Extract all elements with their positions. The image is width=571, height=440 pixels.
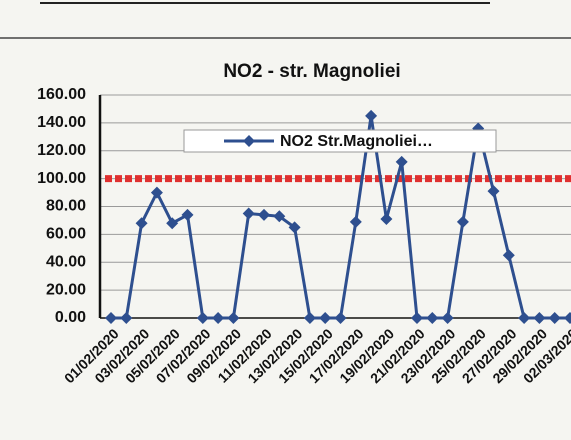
y-tick-label: 80.00 xyxy=(46,198,86,215)
y-tick-label: 40.00 xyxy=(46,253,86,270)
data-point xyxy=(502,249,515,262)
data-point xyxy=(258,208,270,221)
y-tick-label: 100.00 xyxy=(37,170,86,187)
data-point xyxy=(411,312,423,324)
data-point xyxy=(288,221,301,234)
data-point xyxy=(105,312,117,324)
data-point xyxy=(212,312,225,324)
data-point xyxy=(456,215,469,228)
data-point xyxy=(533,312,546,324)
data-point xyxy=(242,207,255,220)
data-point xyxy=(135,217,148,230)
data-point xyxy=(518,312,531,324)
data-point xyxy=(441,312,454,324)
chart-title: NO2 - str. Magnoliei xyxy=(223,61,400,82)
data-point xyxy=(166,217,179,230)
y-tick-label: 160.00 xyxy=(37,86,86,103)
data-point xyxy=(349,215,362,228)
data-point xyxy=(564,312,571,324)
data-point xyxy=(196,312,209,324)
data-point xyxy=(150,186,163,199)
data-point xyxy=(426,312,439,324)
y-tick-label: 0.00 xyxy=(55,309,86,326)
data-point xyxy=(319,312,332,324)
legend-label: NO2 Str.Magnoliei… xyxy=(280,133,433,150)
data-point xyxy=(334,312,347,324)
data-point xyxy=(365,109,378,122)
data-point xyxy=(548,312,561,324)
data-point xyxy=(120,312,133,324)
data-point xyxy=(181,208,194,221)
legend-box xyxy=(183,129,497,153)
data-point xyxy=(395,155,408,168)
y-tick-label: 20.00 xyxy=(46,281,86,298)
data-point xyxy=(487,185,500,198)
y-tick-label: 120.00 xyxy=(37,142,86,159)
y-tick-label: 140.00 xyxy=(37,114,86,131)
data-point xyxy=(303,312,316,324)
data-point xyxy=(273,210,286,223)
data-point xyxy=(380,213,393,226)
legend-marker xyxy=(243,135,255,147)
data-point xyxy=(227,312,240,324)
y-tick-label: 60.00 xyxy=(46,226,86,243)
